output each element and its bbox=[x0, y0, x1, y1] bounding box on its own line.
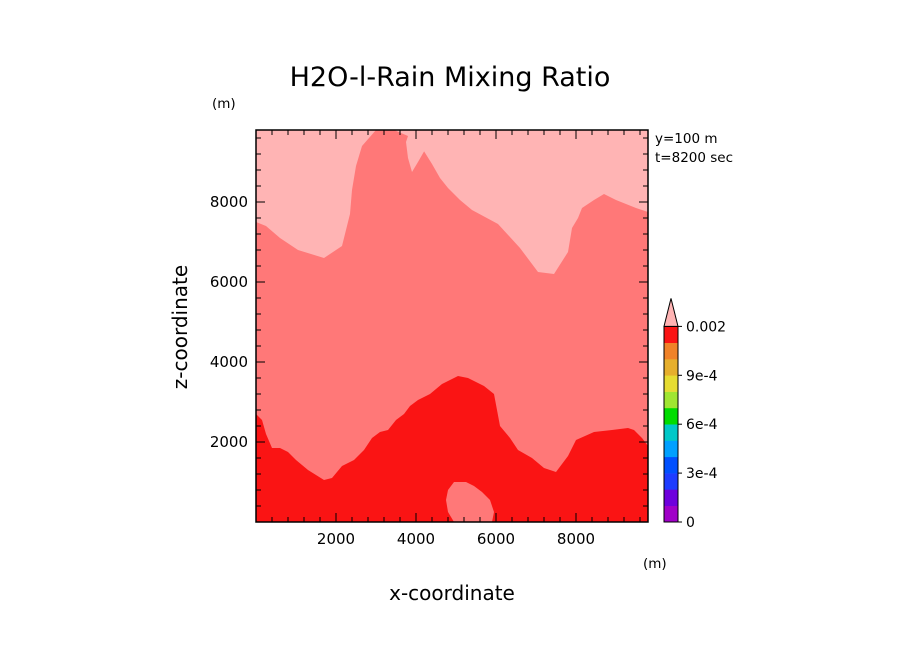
colorbar-band bbox=[664, 456, 678, 474]
colorbar-band bbox=[664, 391, 678, 409]
colorbar: 0 3e-4 6e-4 9e-4 0.002 bbox=[663, 298, 726, 531]
colorbar-band bbox=[664, 407, 678, 425]
annotation-time: t=8200 sec bbox=[655, 150, 733, 166]
y-tick-label: 8000 bbox=[210, 193, 248, 211]
colorbar-band bbox=[664, 326, 678, 343]
contour-regions bbox=[256, 130, 648, 522]
x-axis-unit: (m) bbox=[643, 556, 667, 572]
colorbar-band bbox=[664, 489, 678, 506]
colorbar-band bbox=[664, 440, 678, 458]
contour-region-1 bbox=[256, 130, 648, 522]
contour-region-2 bbox=[256, 376, 648, 522]
x-tick-label: 4000 bbox=[397, 530, 435, 548]
colorbar-band bbox=[664, 375, 678, 392]
y-tick-label: 2000 bbox=[210, 433, 248, 451]
y-axis-label: z-coordinate bbox=[168, 265, 192, 389]
y-tick-label: 4000 bbox=[210, 353, 248, 371]
colorbar-band bbox=[664, 359, 678, 376]
x-tick-label: 6000 bbox=[477, 530, 515, 548]
colorbar-label: 3e-4 bbox=[686, 466, 718, 482]
x-axis-label: x-coordinate bbox=[389, 581, 515, 605]
colorbar-label: 0 bbox=[686, 515, 695, 531]
plot-area: 2000 4000 6000 8000 2000 4000 6000 8000 bbox=[210, 129, 649, 548]
contour-region-4 bbox=[406, 130, 430, 172]
x-tick-label: 8000 bbox=[557, 530, 595, 548]
colorbar-band bbox=[664, 424, 678, 441]
axis-ticks bbox=[256, 130, 648, 522]
colorbar-band bbox=[664, 342, 678, 360]
colorbar-label: 6e-4 bbox=[686, 417, 718, 433]
contour-region-3 bbox=[446, 482, 494, 522]
plot-frame bbox=[255, 129, 649, 523]
colorbar-extend-arrow bbox=[663, 298, 679, 327]
annotation-y-position: y=100 m bbox=[655, 131, 718, 147]
colorbar-label: 0.002 bbox=[686, 319, 726, 335]
colorbar-label: 9e-4 bbox=[686, 368, 718, 384]
colorbar-band bbox=[664, 473, 678, 490]
colorbar-band bbox=[664, 505, 678, 523]
y-tick-label: 6000 bbox=[210, 273, 248, 291]
y-axis-unit: (m) bbox=[212, 96, 236, 112]
axis-tick-labels: 2000 4000 6000 8000 2000 4000 6000 8000 bbox=[210, 193, 595, 548]
x-tick-label: 2000 bbox=[317, 530, 355, 548]
chart-title: H2O-l-Rain Mixing Ratio bbox=[290, 62, 611, 93]
